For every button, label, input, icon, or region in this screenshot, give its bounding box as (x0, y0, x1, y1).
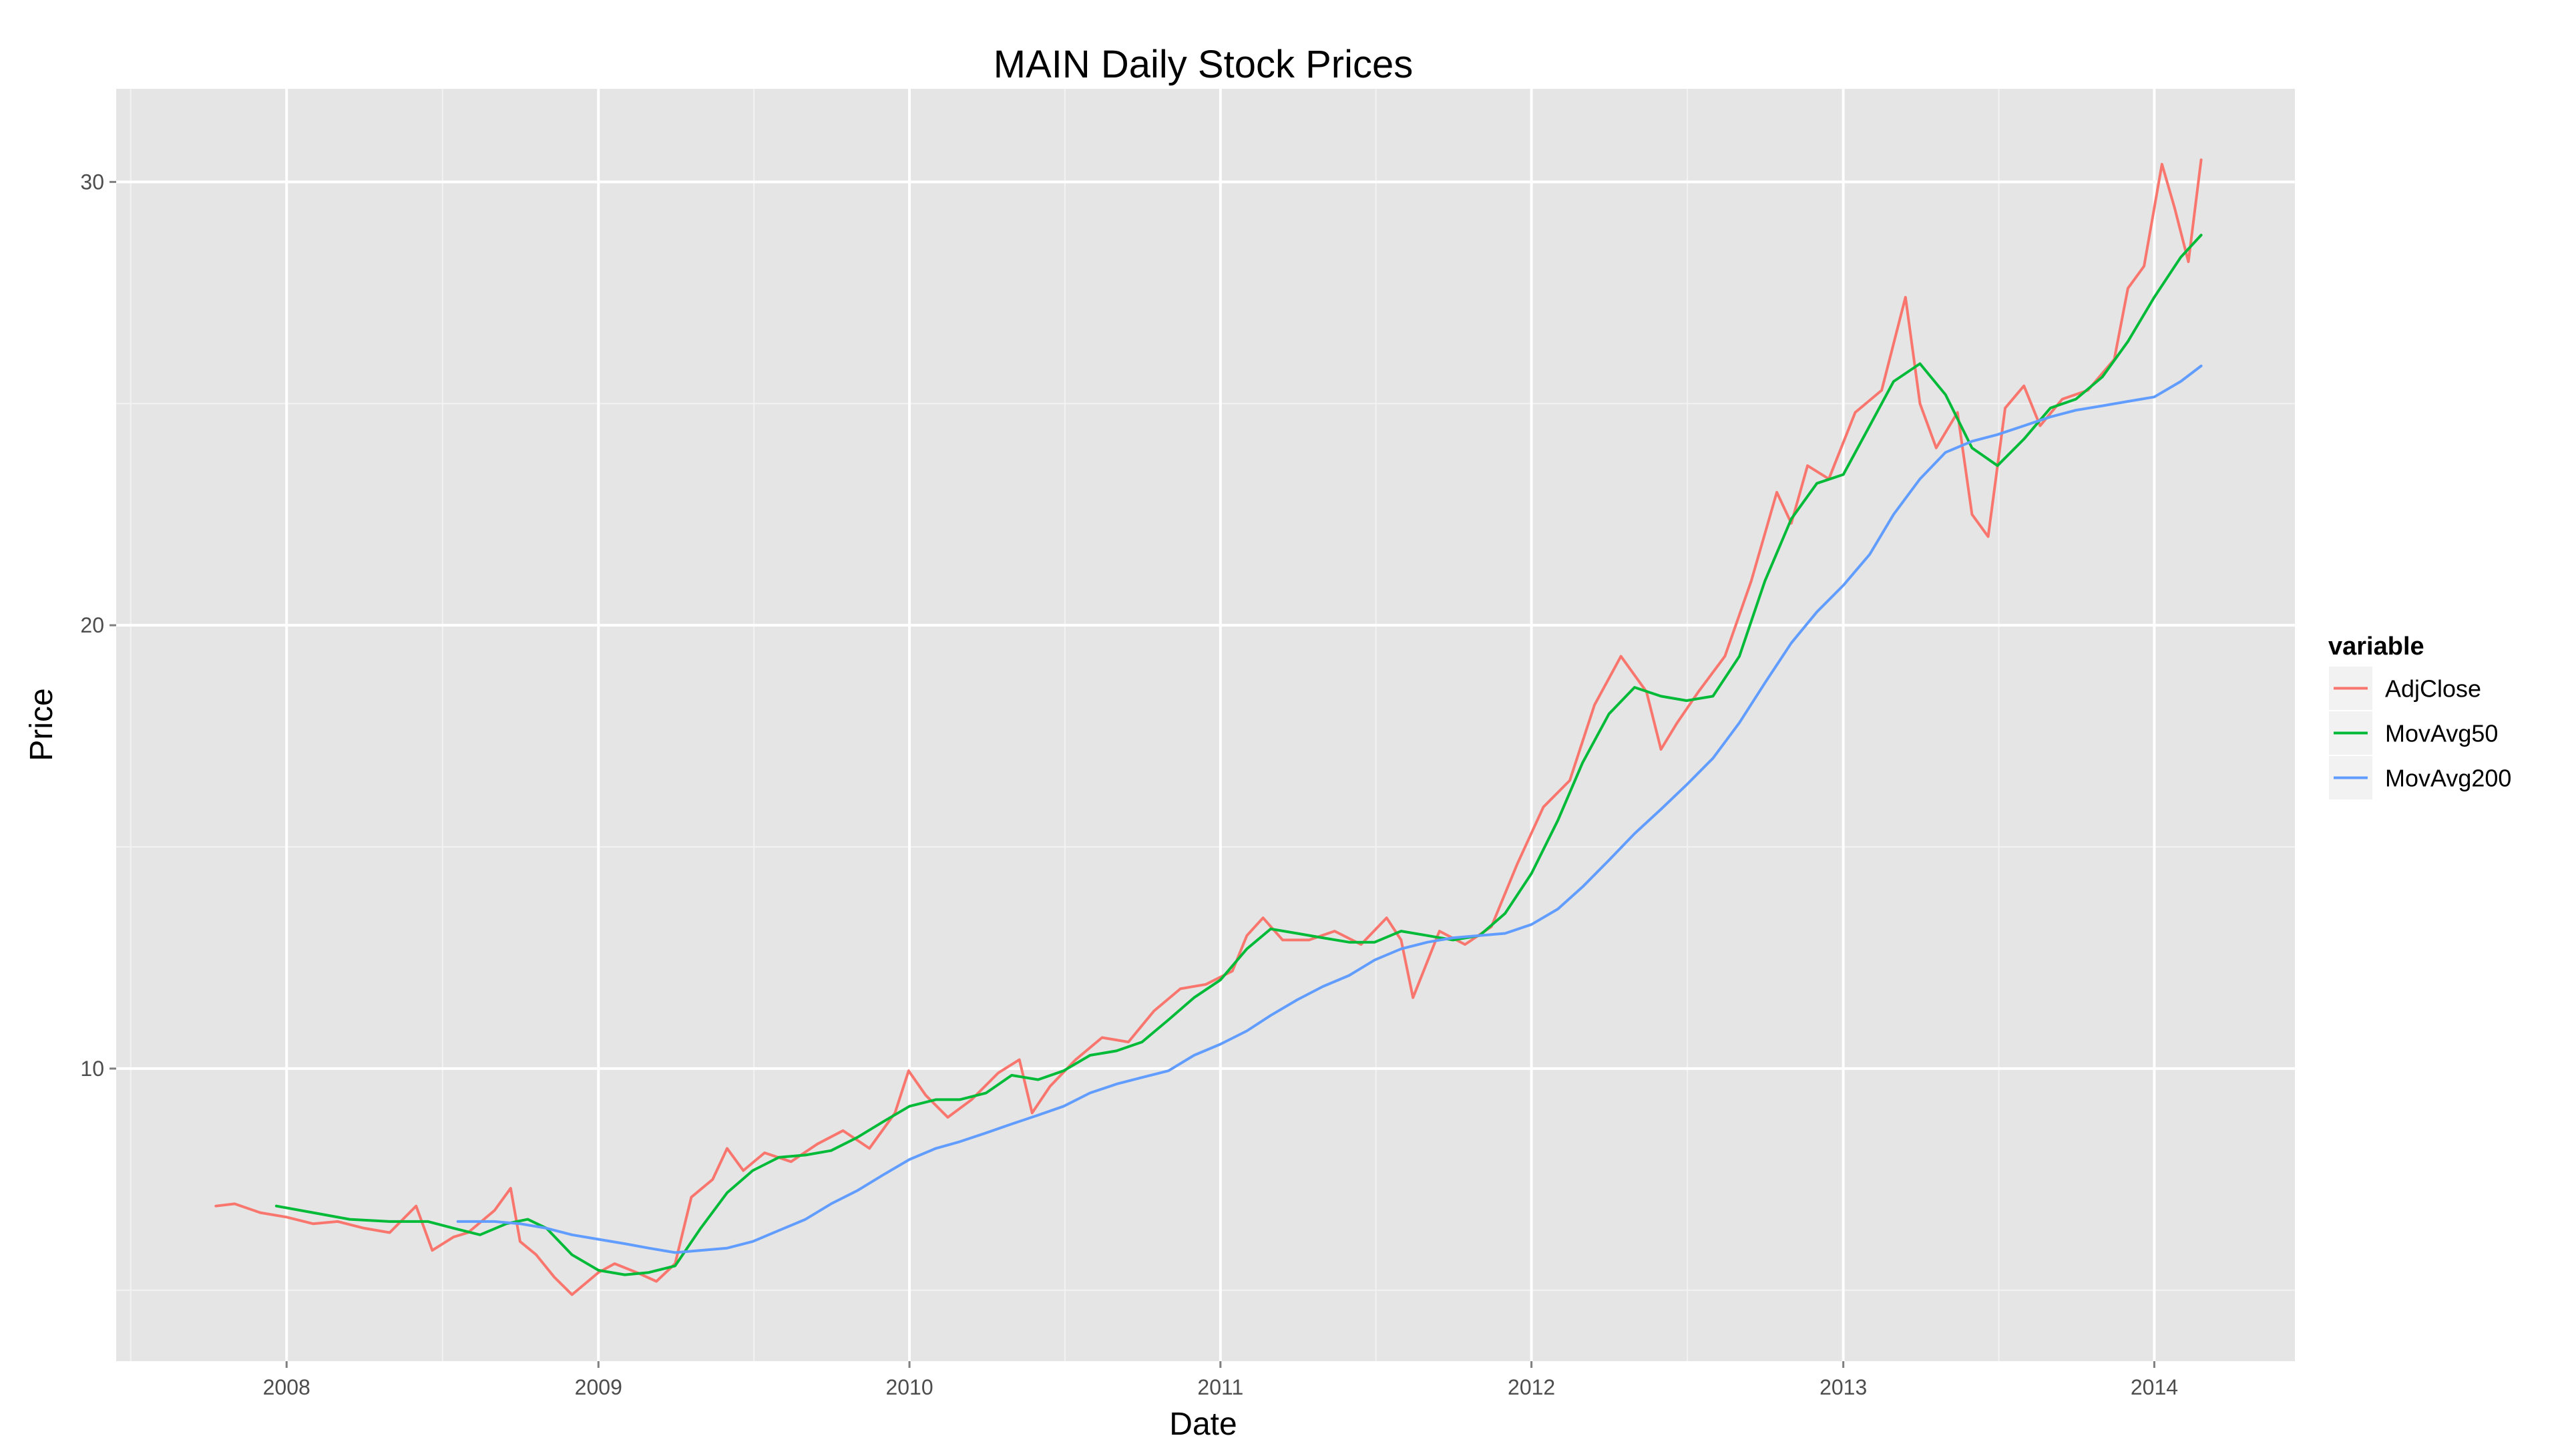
legend-title: variable (2328, 633, 2424, 661)
series-line-movavg50 (274, 234, 2203, 1276)
x-axis-title: Date (1169, 1407, 1237, 1442)
major-gridlines (116, 89, 2295, 1361)
plot-panel (116, 89, 2295, 1361)
legend-label: AdjClose (2385, 675, 2481, 703)
legend: variable AdjClose MovAvg50 MovAvg200 (2328, 633, 2511, 801)
legend-label: MovAvg200 (2385, 765, 2511, 792)
x-tick-label: 2013 (1819, 1375, 1867, 1399)
series-line-movavg200 (456, 364, 2203, 1254)
legend-label: MovAvg50 (2385, 720, 2498, 747)
y-tick-label: 20 (80, 613, 104, 637)
x-tick-label: 2009 (575, 1375, 622, 1399)
x-tick-label: 2011 (1197, 1375, 1243, 1399)
series-lines (214, 158, 2203, 1296)
x-tick-label: 2010 (885, 1375, 933, 1399)
y-tick-label: 10 (80, 1057, 104, 1081)
y-axis-title: Price (24, 688, 59, 761)
legend-items: AdjClose MovAvg50 MovAvg200 (2328, 665, 2511, 801)
x-axis-ticks: 2008 2009 2010 2011 2012 2013 2014 (263, 1361, 2178, 1399)
minor-gridlines (116, 89, 2295, 1361)
x-tick-label: 2012 (1508, 1375, 1555, 1399)
x-tick-label: 2008 (263, 1375, 310, 1399)
y-tick-label: 30 (80, 170, 104, 194)
series-line-adjclose (214, 158, 2203, 1296)
x-tick-label: 2014 (2131, 1375, 2178, 1399)
chart-title: MAIN Daily Stock Prices (994, 43, 1413, 86)
y-axis-ticks: 10 20 30 (80, 170, 116, 1081)
